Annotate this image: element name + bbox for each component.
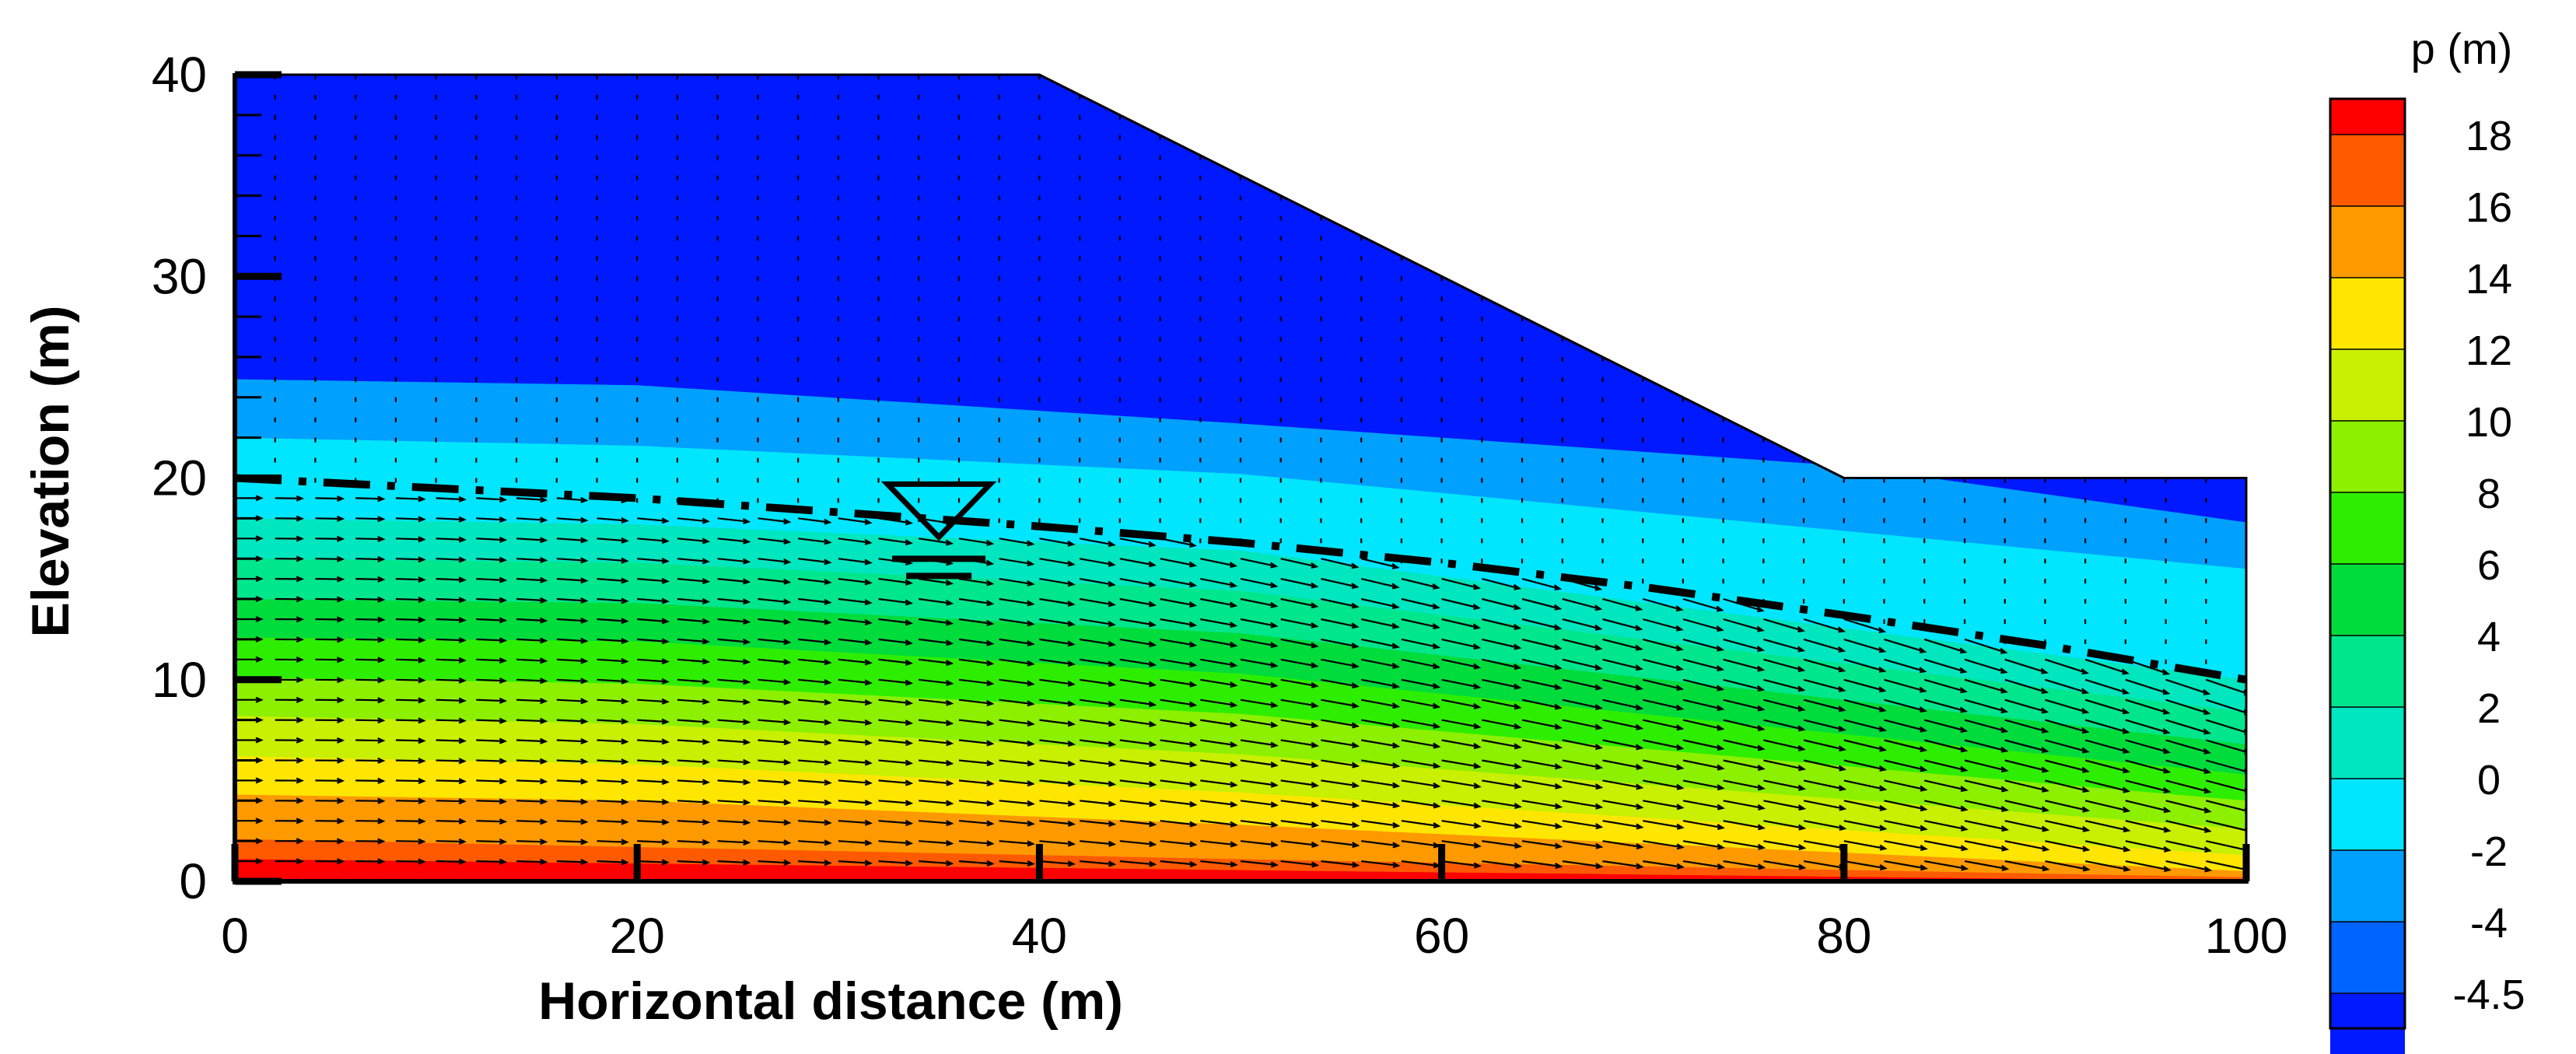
colorbar-tick-label-6: 6 (2477, 542, 2501, 589)
colorbar-tick-label-4: 10 (2466, 399, 2512, 446)
colorbar-swatch-10 (2330, 779, 2405, 850)
y-tick-label-10: 10 (152, 652, 207, 708)
water-table-symbol (880, 481, 997, 580)
colorbar-tick-label-11: -4 (2470, 900, 2508, 947)
colorbar-tick-label-0: 18 (2466, 113, 2512, 159)
colorbar-title: p (m) (2411, 24, 2513, 73)
colorbar-tick-label-5: 8 (2477, 471, 2501, 517)
colorbar-swatch-12 (2330, 922, 2405, 993)
colorbar-tick-label-2: 14 (2466, 256, 2512, 303)
water-table-line (234, 474, 2247, 684)
x-tick-label-60: 60 (1414, 908, 1469, 964)
water-table-triangle (880, 481, 997, 541)
colorbar-swatch-1 (2330, 135, 2405, 206)
y-tick-label-20: 20 (152, 450, 207, 506)
colorbar-swatch-6 (2330, 492, 2405, 564)
colorbar-swatch-0 (2330, 99, 2405, 135)
colorbar-swatch-13 (2330, 993, 2405, 1054)
colorbar-tick-label-9: 0 (2477, 757, 2501, 804)
y-axis-label: Elevation (m) (21, 306, 80, 638)
colorbar-swatch-11 (2330, 850, 2405, 922)
colorbar-tick-label-10: -2 (2470, 828, 2508, 875)
colorbar-swatch-9 (2330, 707, 2405, 779)
axes: 0 20 40 60 80 100 0 10 20 30 40 (152, 47, 2288, 964)
x-axis-label: Horizontal distance (m) (538, 972, 1123, 1031)
colorbar-swatch-4 (2330, 349, 2405, 421)
x-tick-label-40: 40 (1012, 908, 1067, 964)
colorbar-tick-label-3: 12 (2466, 327, 2512, 374)
x-tick-label-80: 80 (1816, 908, 1871, 964)
y-tick-label-30: 30 (152, 248, 207, 304)
colorbar-tick-label-1: 16 (2466, 184, 2512, 231)
x-tick-label-0: 0 (221, 908, 249, 964)
y-tick-label-0: 0 (179, 853, 207, 909)
colorbar-swatch-3 (2330, 278, 2405, 349)
colorbar-swatch-7 (2330, 564, 2405, 636)
colorbar-tick-label-7: 4 (2477, 614, 2501, 660)
colorbar-swatch-2 (2330, 206, 2405, 278)
colorbar-swatch-5 (2330, 421, 2405, 492)
colorbar-tick-label-12: -4.5 (2452, 972, 2525, 1018)
y-tick-label-40: 40 (152, 47, 207, 103)
colorbar: 18 16 14 12 10 8 6 4 2 0 -2 -4 -4.5 (2329, 97, 2525, 1054)
band-level-min (235, 75, 1140, 881)
colorbar-swatch-8 (2330, 636, 2405, 707)
x-tick-label-20: 20 (610, 908, 665, 964)
x-tick-label-100: 100 (2205, 908, 2288, 964)
colorbar-tick-label-8: 2 (2477, 685, 2501, 732)
